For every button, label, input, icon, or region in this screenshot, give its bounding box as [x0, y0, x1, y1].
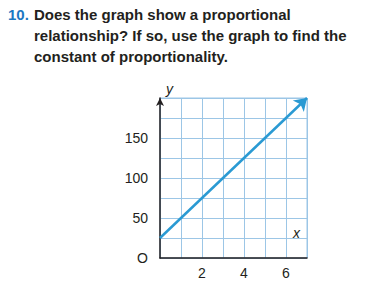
svg-text:O: O — [137, 250, 148, 266]
svg-text:50: 50 — [132, 210, 148, 226]
svg-text:2: 2 — [198, 265, 206, 281]
svg-text:y: y — [165, 81, 174, 97]
svg-text:150: 150 — [125, 130, 149, 146]
html-text:10. Does the graph show a prop: 10. Does the graph show a proportional r… — [8, 6, 347, 65]
svg-text:6: 6 — [282, 265, 290, 281]
svg-text:4: 4 — [240, 265, 248, 281]
svg-text:x: x — [292, 225, 301, 241]
svg-text:100: 100 — [125, 170, 149, 186]
